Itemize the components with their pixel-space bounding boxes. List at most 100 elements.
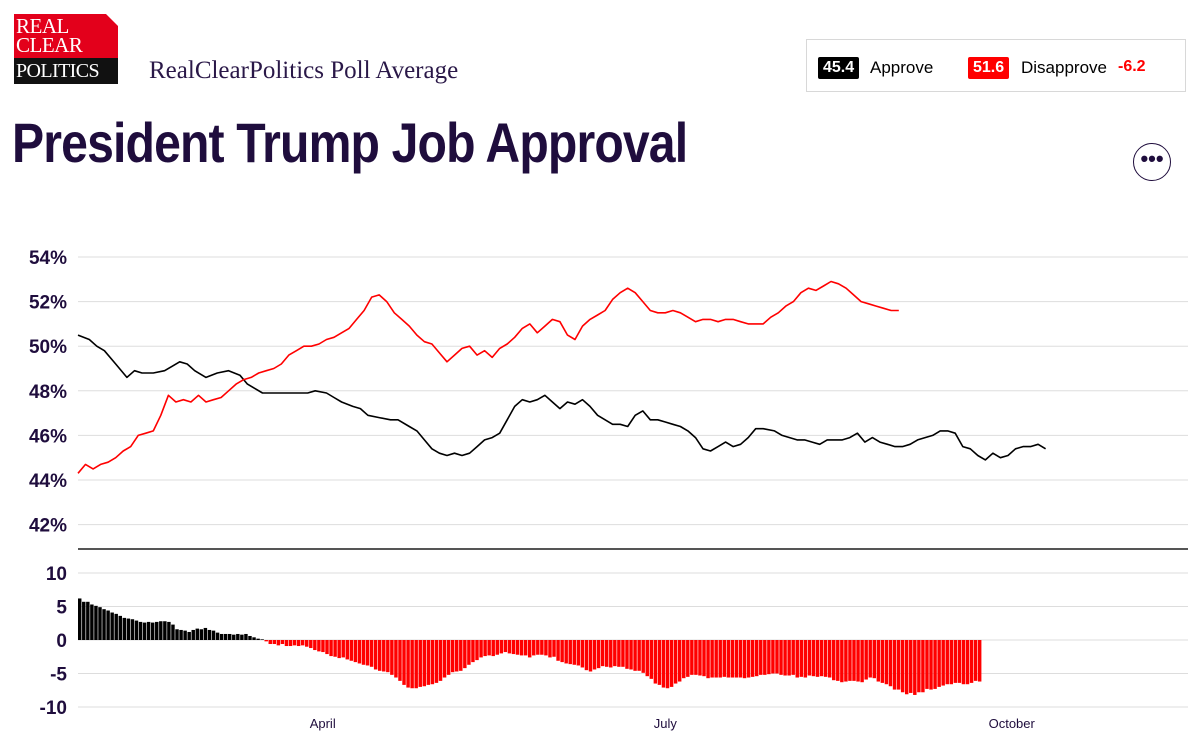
spread-bar [309, 640, 313, 649]
y-tick-label: 0 [56, 631, 67, 652]
spread-bar [418, 640, 422, 687]
spread-bar [159, 621, 163, 640]
spread-bar [215, 632, 220, 640]
spread-bar [746, 640, 751, 678]
spread-bar [653, 640, 658, 684]
spread-bar [827, 640, 832, 678]
spread-bar [373, 640, 378, 670]
spread-bar [913, 640, 917, 695]
spread-bar [150, 622, 155, 640]
spread-bar [682, 640, 686, 679]
spread-bar [864, 640, 868, 680]
spread-bar [767, 640, 771, 675]
spread-bar [394, 640, 398, 678]
spread-bar [227, 633, 232, 640]
spread-bar [353, 640, 358, 663]
spread-bar [742, 640, 747, 679]
spread-bar [426, 640, 431, 685]
x-tick-label: October [989, 716, 1036, 731]
spread-bar [884, 640, 889, 685]
spread-bar [629, 640, 633, 670]
spread-bar [467, 640, 471, 665]
spread-bar [779, 640, 783, 675]
spread-bar [82, 601, 86, 640]
spread-bar [487, 640, 491, 656]
spread-bar [868, 640, 872, 678]
spread-bar [300, 640, 305, 646]
spread-bar [896, 640, 901, 690]
page-title: President Trump Job Approval [12, 111, 688, 174]
spread-bar [763, 640, 767, 675]
spread-bar [276, 640, 281, 646]
spread-bar [576, 640, 581, 666]
spread-bar [876, 640, 881, 682]
spread-bar [305, 640, 309, 647]
spread-bar [787, 640, 791, 676]
spread-bar [641, 640, 645, 673]
spread-bar [686, 640, 690, 677]
spread-bar [710, 640, 714, 678]
spread-bar [333, 640, 337, 657]
y-tick-label: 10 [46, 564, 67, 585]
spread-bar [904, 640, 909, 695]
spread-bar [722, 640, 727, 677]
spread-bar [552, 640, 556, 657]
spread-bar [556, 640, 560, 661]
spread-bar [815, 640, 820, 677]
spread-bar [888, 640, 893, 687]
spread-bar [909, 640, 913, 693]
spread-bar [90, 604, 94, 640]
spread-bar [146, 621, 151, 640]
spread-bar [977, 640, 982, 682]
logo-line-1: REAL [16, 14, 69, 38]
spread-bar [483, 640, 487, 657]
spread-bar [357, 640, 362, 664]
more-options-button[interactable]: ••• [1133, 143, 1171, 181]
spread-bar [236, 633, 240, 640]
spread-bar [605, 640, 609, 667]
spread-bar [600, 640, 605, 667]
spread-bar [475, 640, 479, 661]
spread-bar [917, 640, 921, 693]
spread-bar [969, 640, 974, 683]
spread-bar [519, 640, 524, 656]
spread-bar [292, 640, 297, 646]
spread-bar [625, 640, 629, 669]
spread-bar [252, 637, 256, 640]
spread-bar [203, 627, 208, 640]
spread-bar [455, 640, 459, 672]
spread-bar [783, 640, 787, 676]
spread-bar [167, 621, 171, 640]
spread-bar [823, 640, 828, 677]
spread-bar [584, 640, 589, 671]
spread-bar [527, 640, 532, 658]
spread-bar [183, 630, 187, 640]
y-tick-label: -5 [50, 665, 67, 686]
spread-bar [329, 640, 333, 657]
spread-bar [317, 640, 321, 652]
spread-bar [248, 635, 252, 640]
y-tick-label: -10 [40, 698, 67, 719]
spread-bar [726, 640, 731, 678]
spread-bar [155, 621, 159, 640]
spread-bar [199, 629, 204, 640]
spread-bar [775, 640, 779, 674]
spread-bar [296, 640, 301, 647]
spread-bar [921, 640, 925, 693]
spread-bar [848, 640, 852, 681]
spread-bar [430, 640, 435, 685]
spread-bar [515, 640, 520, 655]
spread-bar [434, 640, 439, 683]
spread-bar [491, 640, 495, 657]
spread-bar [714, 640, 718, 678]
spread-bar [337, 640, 341, 659]
spread-bar [398, 640, 402, 681]
spread-bar [580, 640, 585, 668]
spread-bar [260, 639, 264, 640]
spread-bar [191, 629, 195, 640]
spread-bar [313, 640, 317, 651]
spread-bar [280, 640, 285, 645]
spread-bar [102, 609, 106, 640]
rcp-logo[interactable]: REAL CLEAR POLITICS [14, 14, 118, 84]
spread-bar [118, 615, 122, 640]
